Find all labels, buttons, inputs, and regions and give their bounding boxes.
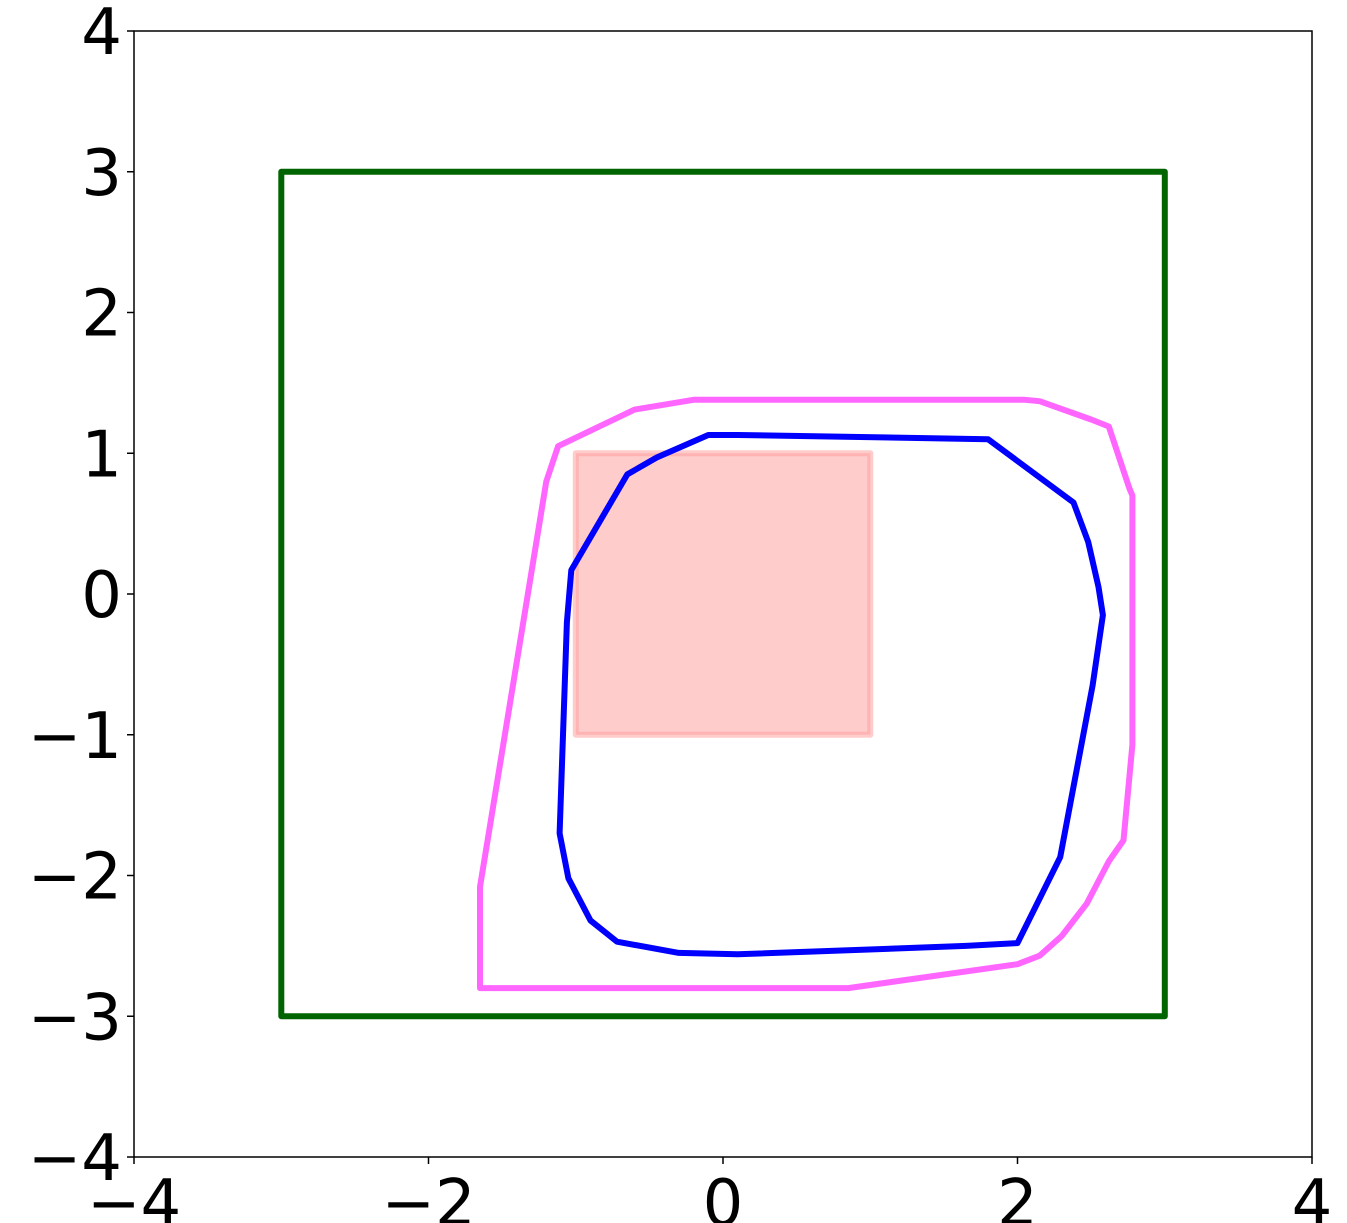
x-tick-label: 2 [997,1167,1038,1223]
y-tick-label: −2 [28,841,122,915]
x-tick-label: −4 [87,1167,181,1223]
y-tick-label: 2 [81,278,122,352]
outer-square-boundary [278,168,1168,1020]
x-axis: −4 −2 0 2 4 [87,1157,1333,1223]
x-tick-label: −2 [381,1167,475,1223]
y-axis: −4 −3 −2 −1 0 1 2 3 4 [28,0,134,1196]
y-tick-label: −3 [28,981,122,1055]
plot-series [278,168,1168,1020]
y-tick-label: −4 [28,1122,122,1196]
y-tick-label: 4 [81,0,122,70]
unit-square-region [572,450,874,738]
x-tick-label: 4 [1292,1167,1333,1223]
y-tick-label: 1 [81,418,122,492]
magenta-set-boundary [477,396,1136,992]
y-tick-label: 0 [81,559,122,633]
y-tick-label: −1 [28,700,122,774]
blue-set-boundary [556,432,1106,958]
x-tick-label: 0 [703,1167,744,1223]
y-tick-label: 3 [81,137,122,211]
